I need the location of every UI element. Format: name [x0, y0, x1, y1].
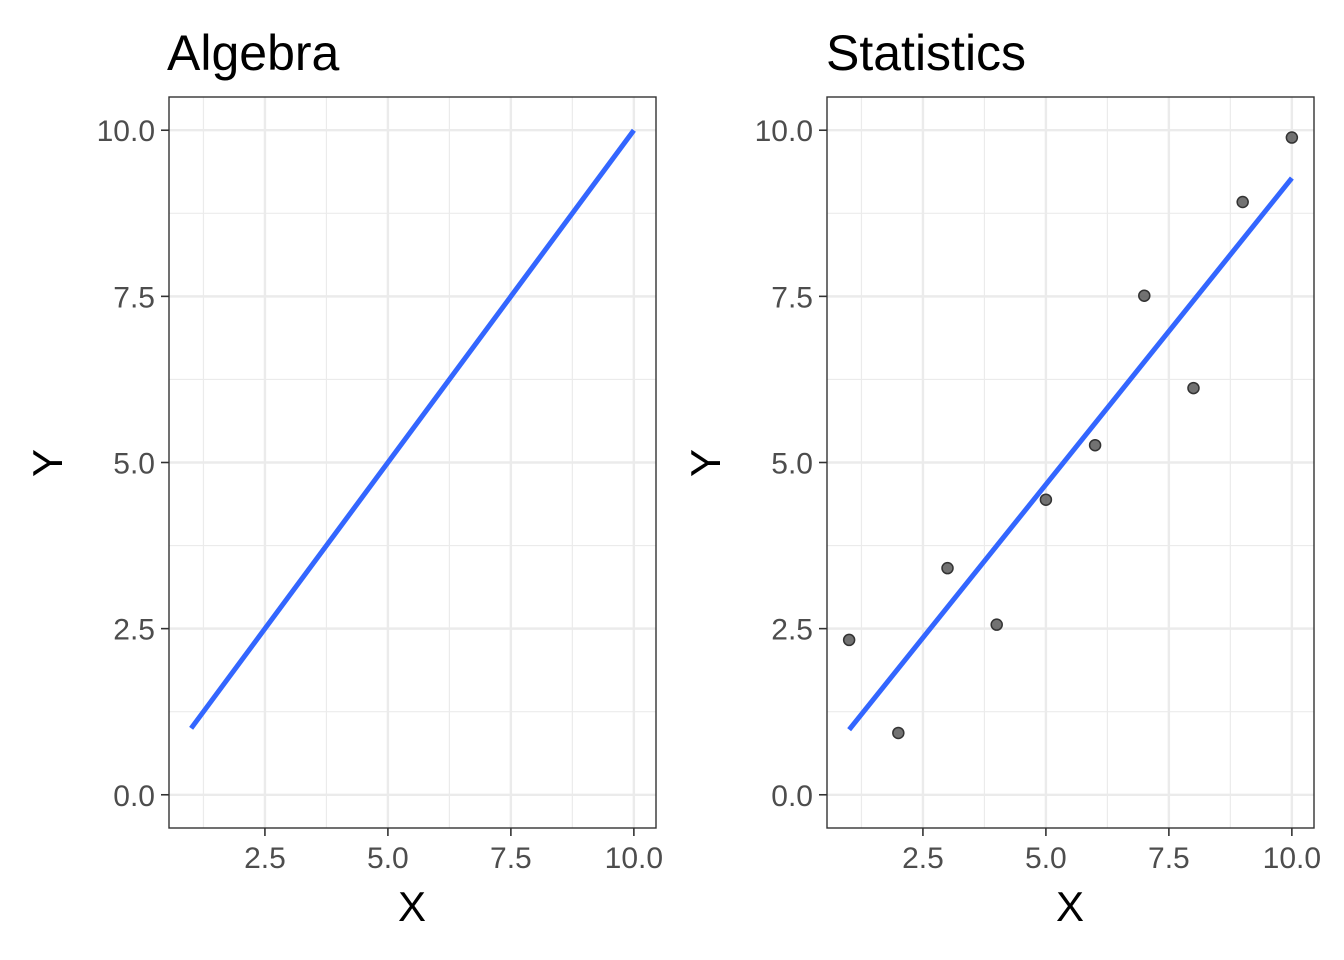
- y-tick-label: 10.0: [755, 115, 813, 148]
- y-tick-label: 5.0: [113, 448, 155, 481]
- algebra-panel: Algebra 2.5 5.0 7.5 10.00.02.55.07.510.0 X …: [24, 25, 663, 930]
- data-point: [892, 726, 905, 740]
- algebra-ticks: 2.5 5.0 7.5 10.0 0.0 2.5 5.0 7.5 10.0: [97, 115, 663, 875]
- algebra-grid: [169, 97, 656, 828]
- x-tick-label: 2.5: [244, 842, 286, 875]
- y-tick-label: 2.5: [771, 614, 813, 647]
- y-tick-label: 0.0: [113, 780, 155, 813]
- x-tick-label: 7.5: [1148, 842, 1190, 875]
- y-tick-label: 5.0: [771, 448, 813, 481]
- data-point: [842, 633, 856, 647]
- x-tick-label: 7.5: [490, 842, 532, 875]
- data-point: [1039, 493, 1053, 506]
- algebra-title: Algebra: [167, 25, 340, 81]
- statistics-marks: [842, 131, 1299, 740]
- data-point: [1236, 195, 1249, 209]
- data-point: [1138, 289, 1151, 302]
- data-point: [1285, 131, 1299, 144]
- x-tick-label: 5.0: [367, 842, 409, 875]
- statistics-x-axis-title: X: [1056, 883, 1084, 930]
- algebra-marks: [189, 128, 636, 730]
- data-line: [189, 128, 636, 730]
- statistics-y-axis-title: Y: [682, 449, 729, 477]
- x-tick-label: 10.0: [605, 842, 663, 875]
- statistics-panel: Statistics 2.5 5.0 7.5 10.0 0.0 2.5 5.0 7.5 10.0…: [682, 25, 1321, 930]
- y-tick-label: 10.0: [97, 115, 155, 148]
- x-tick-label: 5.0: [1025, 842, 1067, 875]
- data-point: [1088, 438, 1102, 452]
- data-point: [941, 561, 954, 575]
- x-tick-label: 2.5: [902, 842, 944, 875]
- fit-line: [847, 176, 1294, 732]
- algebra-y-axis-title: Y: [24, 449, 71, 477]
- y-tick-label: 2.5: [113, 614, 155, 647]
- x-tick-label: 10.0: [1263, 842, 1321, 875]
- algebra-x-axis-title: X: [398, 883, 426, 930]
- statistics-ticks: 2.5 5.0 7.5 10.0 0.0 2.5 5.0 7.5 10.0: [755, 115, 1321, 875]
- statistics-grid: [827, 97, 1314, 828]
- data-point: [1187, 381, 1200, 395]
- statistics-title: Statistics: [826, 25, 1026, 81]
- y-tick-label: 7.5: [771, 281, 813, 314]
- y-tick-label: 7.5: [113, 281, 155, 314]
- y-tick-label: 0.0: [771, 780, 813, 813]
- data-point: [990, 618, 1003, 631]
